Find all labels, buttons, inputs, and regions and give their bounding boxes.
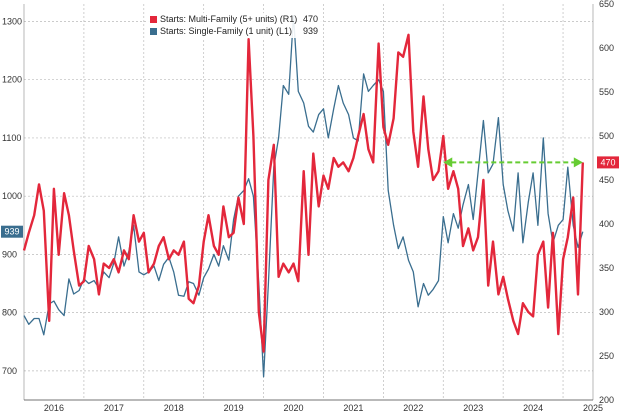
right-tick-label: 450: [599, 175, 614, 185]
right-tick-label: 400: [599, 219, 614, 229]
x-tick-label: 2024: [523, 403, 543, 413]
left-tick-label: 800: [2, 308, 17, 318]
annotation-arrowhead-right: [573, 157, 583, 168]
left-tick-label: 1200: [2, 75, 22, 85]
badge-value-multi-family: 470: [600, 157, 615, 167]
right-tick-label: 200: [599, 395, 614, 405]
badge-value-single-family: 939: [4, 227, 19, 237]
legend-swatch-single-family: [150, 28, 157, 35]
left-tick-label: 1300: [2, 16, 22, 26]
x-tick-label: 2020: [284, 403, 304, 413]
legend-value-single-family: 939: [303, 26, 318, 36]
series-line-multi-family: [22, 33, 584, 353]
annotation-layer: [443, 157, 583, 168]
legend-swatch-multi-family: [150, 16, 157, 23]
x-tick-label: 2017: [104, 403, 124, 413]
left-tick-label: 1000: [2, 191, 22, 201]
x-tick-label: 2023: [463, 403, 483, 413]
right-tick-label: 550: [599, 87, 614, 97]
right-tick-label: 650: [599, 0, 614, 9]
badge-bg-multi-family: [597, 156, 619, 169]
legend-label-single-family: Starts: Single-Family (1 unit) (L1): [160, 26, 292, 36]
right-tick-label: 600: [599, 43, 614, 53]
grid: [24, 4, 593, 400]
x-tick-label: 2018: [164, 403, 184, 413]
legend-value-multi-family: 470: [303, 14, 318, 24]
legend-label-multi-family: Starts: Multi-Family (5+ units) (R1): [160, 14, 297, 24]
annotation-arrowhead-left: [443, 157, 453, 168]
series-layer: [22, 14, 584, 378]
x-tick-label: 2016: [44, 403, 64, 413]
x-axis: 2016 2017 2018 2019 2020 2021 2022 2023 2024 2025: [24, 399, 603, 413]
legend: Starts: Multi-Family (5+ units) (R1) 470 S…: [146, 13, 322, 38]
left-axis: 700 800 900 1000 1100 1200 1300: [2, 4, 25, 400]
last-value-badges: 470 939: [1, 156, 619, 238]
right-tick-label: 500: [599, 131, 614, 141]
left-tick-label: 900: [2, 249, 17, 259]
legend-box: [146, 13, 322, 38]
right-tick-label: 350: [599, 263, 614, 273]
right-axis: 200 250 300 350 400 450 500 550 600 650: [592, 0, 614, 405]
series-line-single-family: [23, 14, 584, 378]
right-tick-label: 250: [599, 351, 614, 361]
badge-bg-single-family: [1, 225, 23, 238]
left-tick-label: 1100: [2, 133, 21, 143]
x-tick-label: 2025: [583, 403, 603, 413]
x-tick-label: 2019: [224, 403, 244, 413]
x-tick-label: 2021: [343, 403, 363, 413]
x-tick-label: 2022: [403, 403, 423, 413]
right-tick-label: 300: [599, 307, 614, 317]
left-tick-label: 700: [2, 366, 17, 376]
